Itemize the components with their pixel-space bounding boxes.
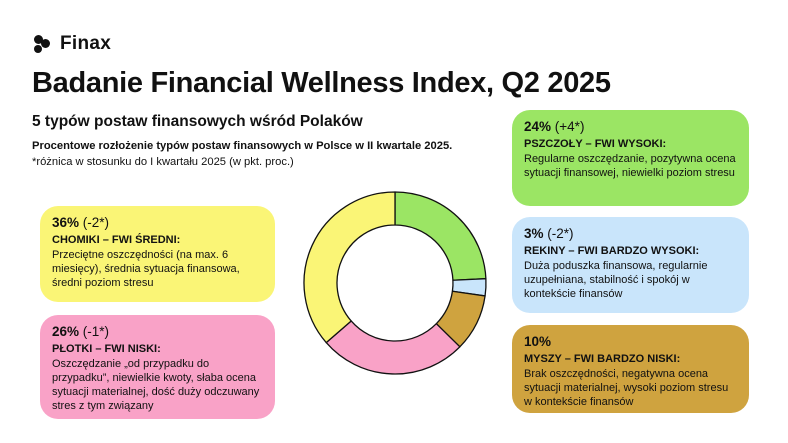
card-pszczoly-percent: 24%	[524, 119, 552, 134]
donut-slices	[303, 191, 487, 375]
card-rekiny-text: Duża poduszka finansowa, regularnie uzup…	[524, 260, 708, 300]
card-plotki-change: (-1*)	[82, 324, 110, 339]
card-chomiki-name: CHOMIKI – FWI ŚREDNI:	[52, 234, 181, 246]
card-pszczoly-change: (+4*)	[554, 119, 585, 134]
card-myszy-percent: 10%	[524, 334, 552, 349]
card-plotki: 26% (-1*) PŁOTKI – FWI NISKI: Oszczędzan…	[40, 315, 275, 419]
chart-description: Procentowe rozłożenie typów postaw finan…	[32, 140, 453, 152]
card-rekiny-change: (-2*)	[547, 226, 574, 241]
page-title: Badanie Financial Wellness Index, Q2 202…	[32, 67, 611, 99]
card-pszczoly-text: Regularne oszczędzanie, pozytywna ocena …	[524, 153, 736, 179]
card-rekiny: 3% (-2*) REKINY – FWI BARDZO WYSOKI: Duż…	[512, 217, 749, 313]
card-chomiki-text: Przeciętne oszczędności (na max. 6 miesi…	[52, 249, 240, 289]
card-pszczoly-name: PSZCZOŁY – FWI WYSOKI:	[524, 138, 667, 150]
page-subtitle: 5 typów postaw finansowych wśród Polaków	[32, 113, 363, 130]
donut-chart	[303, 191, 487, 375]
card-rekiny-name: REKINY – FWI BARDZO WYSOKI:	[524, 245, 700, 257]
footnote: *różnica w stosunku do I kwartału 2025 (…	[32, 156, 294, 168]
card-plotki-text: Oszczędzanie „od przypadku do przypadku”…	[52, 358, 260, 412]
card-myszy-name: MYSZY – FWI BARDZO NISKI:	[524, 353, 681, 365]
card-rekiny-percent-line: 3% (-2*)	[524, 226, 737, 242]
donut-slice-pszczoły	[394, 191, 487, 281]
donut-slice-chomiki	[303, 191, 396, 344]
brand-name: Finax	[60, 33, 112, 54]
card-myszy-percent-line: 10%	[524, 334, 737, 350]
card-pszczoly: 24% (+4*) PSZCZOŁY – FWI WYSOKI: Regular…	[512, 110, 749, 206]
card-rekiny-percent: 3%	[524, 226, 544, 241]
card-chomiki-change: (-2*)	[82, 215, 110, 230]
card-plotki-percent: 26%	[52, 324, 80, 339]
finax-logo: Finax	[32, 33, 111, 55]
card-chomiki-percent-line: 36% (-2*)	[52, 215, 263, 231]
card-plotki-percent-line: 26% (-1*)	[52, 324, 263, 340]
card-chomiki-percent: 36%	[52, 215, 80, 230]
finax-logo-icon	[32, 34, 52, 54]
card-pszczoly-percent-line: 24% (+4*)	[524, 119, 737, 135]
card-myszy-text: Brak oszczędności, negatywna ocena sytua…	[524, 368, 729, 408]
card-myszy: 10% MYSZY – FWI BARDZO NISKI: Brak oszcz…	[512, 325, 749, 413]
card-plotki-name: PŁOTKI – FWI NISKI:	[52, 343, 161, 355]
donut-slice-płotki	[325, 320, 461, 375]
card-chomiki: 36% (-2*) CHOMIKI – FWI ŚREDNI: Przecięt…	[40, 206, 275, 302]
